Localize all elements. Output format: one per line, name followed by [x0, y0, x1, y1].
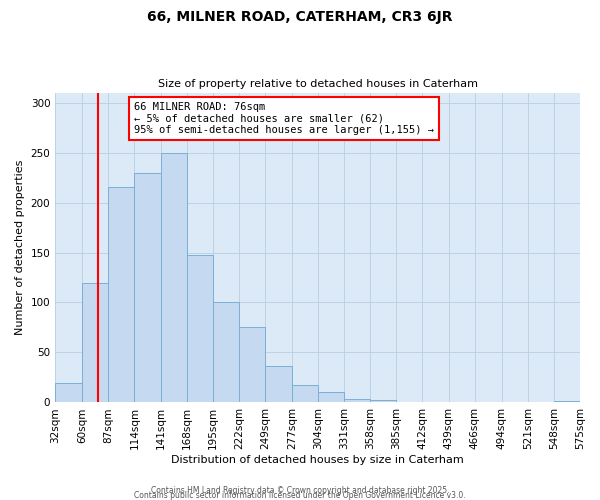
Bar: [292, 386, 318, 402]
Bar: [134, 172, 161, 402]
Bar: [55, 384, 82, 402]
Text: 66 MILNER ROAD: 76sqm
← 5% of detached houses are smaller (62)
95% of semi-detac: 66 MILNER ROAD: 76sqm ← 5% of detached h…: [134, 102, 434, 135]
Bar: [187, 254, 213, 402]
Bar: [109, 186, 134, 402]
Bar: [161, 152, 187, 402]
Text: Contains HM Land Registry data © Crown copyright and database right 2025.: Contains HM Land Registry data © Crown c…: [151, 486, 449, 495]
Bar: [344, 400, 370, 402]
Bar: [370, 400, 397, 402]
Bar: [318, 392, 344, 402]
Title: Size of property relative to detached houses in Caterham: Size of property relative to detached ho…: [158, 79, 478, 89]
Text: Contains public sector information licensed under the Open Government Licence v3: Contains public sector information licen…: [134, 491, 466, 500]
Bar: [265, 366, 292, 402]
X-axis label: Distribution of detached houses by size in Caterham: Distribution of detached houses by size …: [171, 455, 464, 465]
Bar: [82, 284, 109, 403]
Text: 66, MILNER ROAD, CATERHAM, CR3 6JR: 66, MILNER ROAD, CATERHAM, CR3 6JR: [147, 10, 453, 24]
Bar: [213, 302, 239, 402]
Bar: [239, 328, 265, 402]
Y-axis label: Number of detached properties: Number of detached properties: [15, 160, 25, 335]
